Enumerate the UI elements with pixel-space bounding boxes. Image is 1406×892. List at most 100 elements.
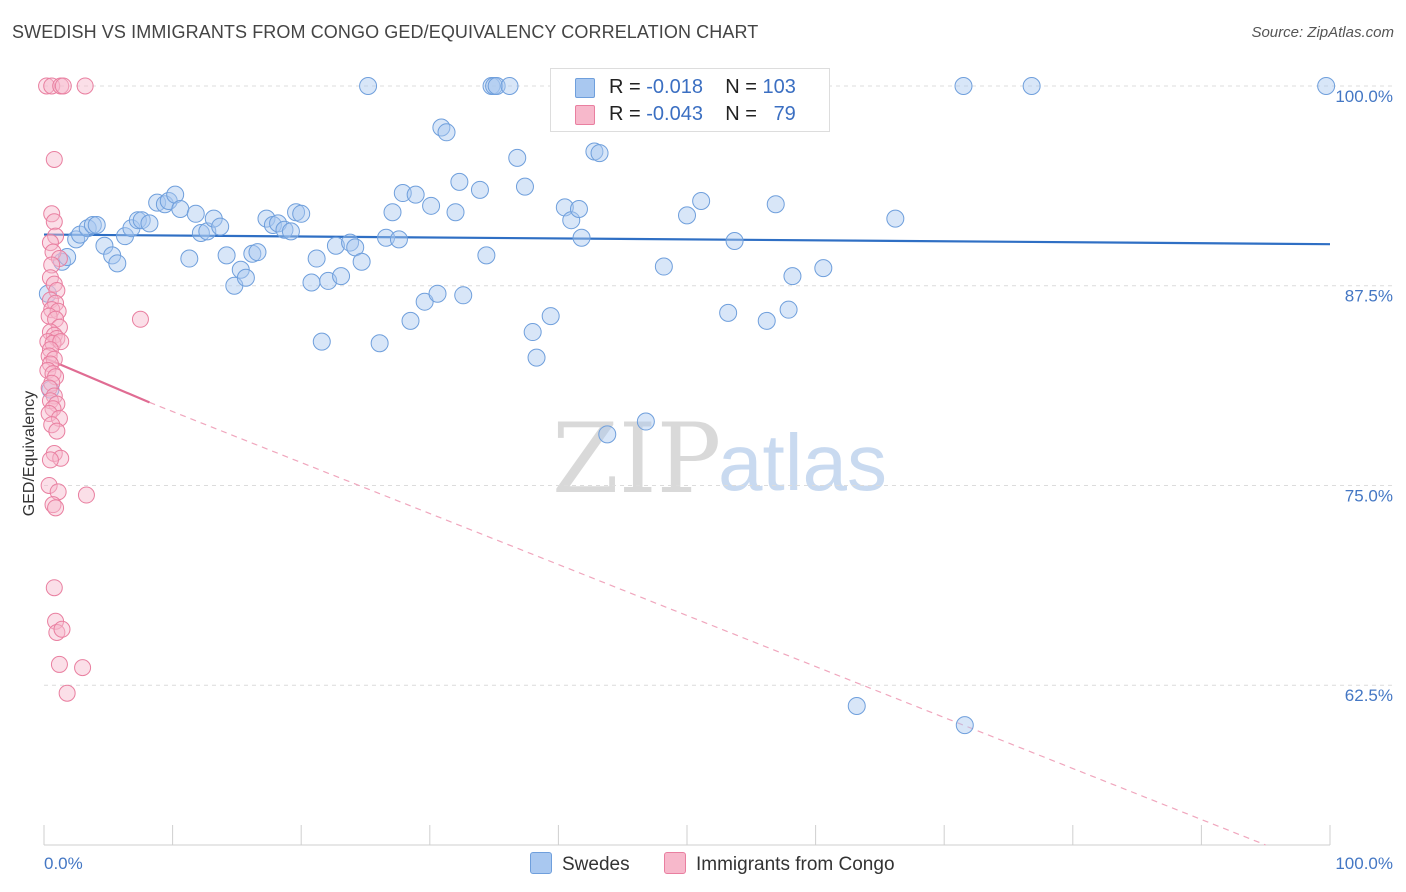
point-congo xyxy=(40,476,58,494)
legend-swatch-congo xyxy=(664,852,686,874)
point-congo xyxy=(74,659,92,677)
point-swedes xyxy=(757,311,776,330)
n-label: N = xyxy=(725,76,757,98)
point-swedes xyxy=(527,348,546,367)
point-swedes xyxy=(450,172,469,191)
point-swedes xyxy=(523,323,542,342)
point-swedes xyxy=(415,292,434,311)
n-label: N = xyxy=(725,103,757,125)
point-congo xyxy=(43,374,61,392)
trend-line-swedes xyxy=(43,233,1331,246)
point-swedes xyxy=(269,214,288,233)
point-swedes xyxy=(719,303,738,322)
point-swedes xyxy=(275,220,294,239)
point-swedes xyxy=(383,203,402,222)
n-value: 79 xyxy=(773,103,796,125)
point-congo xyxy=(48,422,66,440)
y-axis-label: GED/Equivalency xyxy=(21,391,38,516)
point-swedes xyxy=(171,200,190,219)
point-swedes xyxy=(186,204,205,223)
point-swedes xyxy=(393,184,412,203)
r-value: -0.043 xyxy=(646,103,703,125)
x-tick-label: 0.0% xyxy=(44,854,83,873)
point-swedes xyxy=(180,249,199,268)
legend-item-swedes: Swedes xyxy=(530,852,630,876)
point-swedes xyxy=(847,696,866,715)
stats-legend: R = -0.018 N = 103 R = -0.043 N = 79 xyxy=(550,68,830,132)
point-swedes xyxy=(359,76,378,95)
point-swedes xyxy=(83,215,102,234)
point-swedes xyxy=(1317,76,1336,95)
point-swedes xyxy=(955,716,974,735)
y-tick-label: 87.5% xyxy=(1345,287,1393,306)
point-swedes xyxy=(166,185,185,204)
point-swedes xyxy=(654,257,673,276)
point-swedes xyxy=(292,204,311,223)
point-swedes xyxy=(886,209,905,228)
point-congo xyxy=(41,341,59,359)
point-swedes xyxy=(312,332,331,351)
point-swedes xyxy=(437,123,456,142)
axis-labels: 62.5% 75.0% 87.5% 100.0% 0.0% 100.0% GED/Equiv… xyxy=(21,87,1393,873)
point-swedes xyxy=(572,228,591,247)
trend-lines xyxy=(43,233,1331,846)
point-congo xyxy=(54,77,72,95)
point-swedes xyxy=(636,412,655,431)
point-congo xyxy=(77,486,95,504)
point-congo xyxy=(50,655,68,673)
congo-swatch xyxy=(575,105,595,125)
axes xyxy=(43,825,1331,846)
point-congo xyxy=(131,310,149,328)
point-swedes xyxy=(954,76,973,95)
point-swedes xyxy=(779,300,798,319)
point-swedes xyxy=(487,76,506,95)
chart-title: SWEDISH VS IMMIGRANTS FROM CONGO GED/EQU… xyxy=(12,22,759,42)
point-swedes xyxy=(191,223,210,242)
point-swedes xyxy=(500,76,519,95)
point-swedes xyxy=(401,311,420,330)
point-swedes xyxy=(108,254,127,273)
point-swedes xyxy=(541,307,560,326)
point-swedes xyxy=(470,180,489,199)
point-swedes xyxy=(389,230,408,249)
legend-item-congo: Immigrants from Congo xyxy=(664,852,895,876)
watermark-zip: ZIP xyxy=(552,403,721,515)
legend-label-swedes: Swedes xyxy=(562,854,630,875)
point-swedes xyxy=(341,233,360,252)
point-congo xyxy=(76,77,94,95)
point-swedes xyxy=(422,196,441,215)
point-swedes xyxy=(783,267,802,286)
point-congo xyxy=(43,77,61,95)
point-swedes xyxy=(678,206,696,225)
point-congo xyxy=(44,496,62,514)
point-swedes xyxy=(281,222,300,241)
point-swedes xyxy=(428,284,447,303)
point-swedes xyxy=(515,177,534,196)
point-swedes xyxy=(432,118,451,137)
y-tick-label: 62.5% xyxy=(1345,686,1393,705)
point-congo xyxy=(45,150,63,168)
point-swedes xyxy=(477,246,496,265)
point-swedes xyxy=(377,228,396,247)
point-swedes xyxy=(332,267,351,286)
point-congo xyxy=(47,499,65,517)
point-swedes xyxy=(598,425,617,444)
watermark: ZIP atlas xyxy=(552,403,887,515)
point-swedes xyxy=(71,225,90,244)
point-congo xyxy=(44,243,62,261)
grid-lines xyxy=(44,85,1395,686)
point-congo xyxy=(48,282,66,300)
point-swedes xyxy=(211,217,230,236)
trend-line-extension xyxy=(149,401,1266,846)
point-swedes xyxy=(446,203,465,222)
point-swedes xyxy=(128,211,147,230)
point-swedes xyxy=(148,193,167,212)
point-congo xyxy=(41,234,59,252)
point-swedes xyxy=(87,215,106,234)
point-congo xyxy=(40,405,58,423)
point-swedes xyxy=(692,192,711,211)
point-congo xyxy=(41,451,59,469)
point-congo xyxy=(53,620,71,638)
point-swedes xyxy=(508,148,527,167)
